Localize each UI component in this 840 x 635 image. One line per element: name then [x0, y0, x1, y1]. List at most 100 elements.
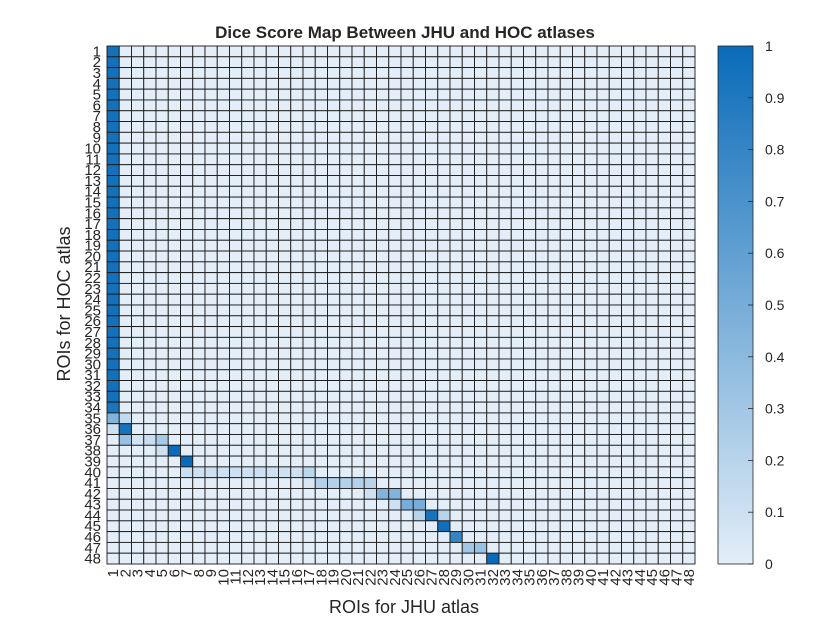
heatmap-cell: [388, 142, 402, 155]
heatmap-cell: [449, 153, 463, 166]
heatmap-cell: [682, 88, 696, 101]
colorbar-tick-label: 0.1: [765, 504, 785, 520]
heatmap-cell: [314, 196, 328, 209]
heatmap-cell: [486, 347, 500, 360]
heatmap-cell: [621, 444, 635, 457]
heatmap-cell: [510, 412, 524, 425]
heatmap-cell: [437, 412, 451, 425]
heatmap-cell: [412, 239, 426, 252]
heatmap-cell: [412, 434, 426, 446]
heatmap-cell: [143, 142, 157, 155]
heatmap-cell: [535, 239, 549, 252]
heatmap-cell: [670, 110, 684, 122]
heatmap-cell: [204, 390, 218, 403]
heatmap-cell: [596, 261, 610, 274]
heatmap-cell: [449, 412, 463, 425]
heatmap-cell: [290, 520, 304, 533]
heatmap-cell: [621, 347, 635, 360]
heatmap-cell: [388, 423, 402, 435]
heatmap-cell: [535, 153, 549, 166]
heatmap-cell: [265, 67, 279, 79]
heatmap-cell: [253, 390, 267, 403]
heatmap-cell: [131, 272, 145, 284]
heatmap-cell: [682, 261, 696, 274]
heatmap-cell: [131, 239, 145, 252]
y-tick-label: 11: [85, 151, 101, 168]
heatmap-cell: [241, 99, 255, 112]
heatmap-cell: [363, 77, 377, 90]
heatmap-cell: [155, 218, 169, 230]
heatmap-cell: [204, 531, 218, 543]
heatmap-cell: [302, 336, 316, 349]
heatmap-cell: [657, 67, 671, 79]
heatmap-cell: [204, 412, 218, 425]
heatmap-cell: [412, 477, 426, 489]
heatmap-cell: [572, 282, 586, 295]
heatmap-cell: [265, 239, 279, 252]
heatmap-cell: [265, 207, 279, 220]
heatmap-cell: [131, 498, 145, 511]
heatmap-cell: [327, 466, 341, 479]
heatmap-cell: [547, 293, 561, 306]
heatmap-cell: [510, 282, 524, 295]
heatmap-cell: [449, 455, 463, 468]
y-tick-label: 48: [84, 551, 101, 568]
heatmap-cell: [131, 121, 145, 133]
heatmap-cell: [241, 509, 255, 522]
heatmap-cell: [143, 121, 157, 133]
heatmap-cell: [608, 390, 622, 403]
heatmap-cell: [682, 358, 696, 371]
heatmap-cell: [327, 110, 341, 122]
heatmap-cell: [400, 412, 414, 425]
heatmap-cell: [388, 282, 402, 295]
heatmap-cell: [584, 347, 598, 360]
heatmap-cell: [167, 390, 181, 403]
heatmap-cell: [180, 520, 194, 533]
heatmap-cell: [425, 77, 439, 90]
y-tick-label: 43: [84, 497, 101, 514]
heatmap-cell: [376, 239, 390, 252]
heatmap-cell: [302, 88, 316, 101]
heatmap-cell: [498, 272, 512, 284]
y-tick-label: 36: [84, 421, 101, 438]
heatmap-cell: [474, 229, 488, 241]
heatmap-cell: [253, 99, 267, 112]
heatmap-cell: [474, 552, 488, 565]
heatmap-cell: [314, 434, 328, 446]
heatmap-cell: [351, 229, 365, 241]
heatmap-cell: [339, 488, 353, 500]
heatmap-cell: [510, 45, 524, 58]
heatmap-cell: [278, 369, 292, 381]
heatmap-cell: [265, 390, 279, 403]
heatmap-cell: [363, 142, 377, 155]
heatmap-cell: [608, 477, 622, 489]
heatmap-cell: [167, 293, 181, 306]
heatmap-cell: [510, 390, 524, 403]
heatmap-cell: [118, 164, 132, 176]
heatmap-cell: [682, 369, 696, 381]
heatmap-cell: [412, 423, 426, 435]
heatmap-cell: [155, 175, 169, 187]
heatmap-cell: [437, 229, 451, 241]
heatmap-cell: [302, 250, 316, 263]
heatmap-cell: [461, 380, 475, 392]
heatmap-cell: [388, 229, 402, 241]
heatmap-cell: [412, 412, 426, 425]
colorbar-tick-label: 1: [765, 38, 773, 54]
heatmap-cell: [327, 229, 341, 241]
heatmap-cell: [314, 77, 328, 90]
heatmap-cell: [559, 455, 573, 468]
heatmap-cell: [572, 153, 586, 166]
heatmap-cell: [155, 282, 169, 295]
heatmap-cell: [229, 218, 243, 230]
heatmap-cell: [376, 488, 390, 500]
heatmap-cell: [474, 466, 488, 479]
heatmap-cell: [253, 520, 267, 533]
heatmap-cell: [547, 121, 561, 133]
heatmap-cell: [302, 488, 316, 500]
heatmap-cell: [510, 488, 524, 500]
heatmap-cell: [155, 304, 169, 317]
heatmap-cell: [339, 131, 353, 144]
heatmap-cell: [314, 531, 328, 543]
heatmap-cell: [535, 369, 549, 381]
